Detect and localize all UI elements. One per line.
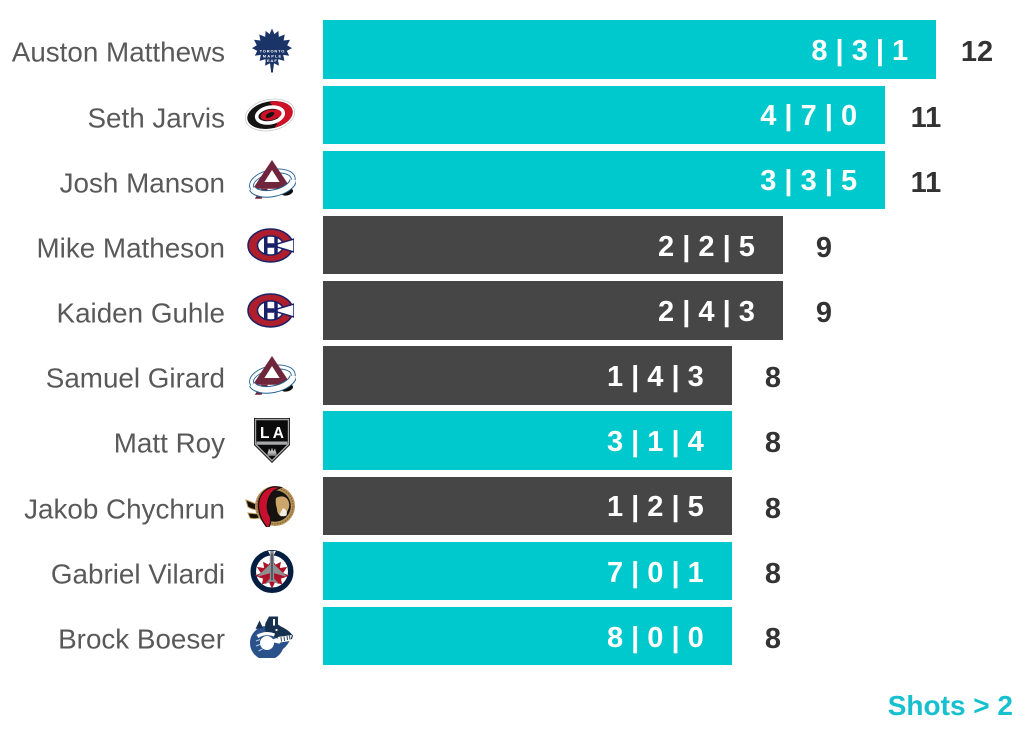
svg-text:LEAFS: LEAFS	[264, 58, 281, 63]
svg-text:TORONTO: TORONTO	[260, 49, 285, 54]
svg-text:MAPLE: MAPLE	[263, 53, 282, 58]
